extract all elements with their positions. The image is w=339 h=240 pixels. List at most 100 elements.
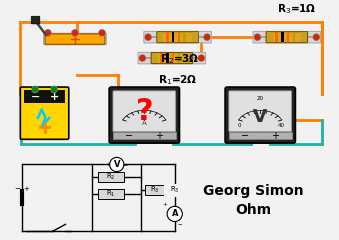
Bar [183, 32, 186, 42]
Bar [287, 32, 289, 42]
FancyBboxPatch shape [109, 87, 179, 143]
Bar [178, 53, 180, 63]
Bar [98, 189, 124, 199]
Circle shape [32, 86, 38, 93]
Bar [172, 32, 174, 42]
Text: R$_2$=3Ω: R$_2$=3Ω [160, 52, 200, 66]
Text: R$_1$: R$_1$ [106, 189, 116, 199]
Circle shape [146, 35, 151, 40]
Text: R$_3$=1Ω: R$_3$=1Ω [277, 2, 317, 16]
Circle shape [205, 35, 210, 40]
Bar [172, 53, 174, 63]
Circle shape [139, 55, 145, 61]
Bar [113, 132, 176, 139]
Bar [158, 32, 163, 42]
Circle shape [314, 35, 319, 40]
Text: +: + [24, 186, 29, 192]
Text: −: − [177, 221, 182, 226]
Text: R$_1$=2Ω: R$_1$=2Ω [158, 73, 197, 87]
FancyBboxPatch shape [266, 32, 307, 43]
Text: +: + [163, 202, 167, 207]
Text: −: − [123, 162, 128, 167]
FancyBboxPatch shape [138, 52, 206, 64]
Circle shape [247, 132, 254, 139]
FancyBboxPatch shape [157, 32, 198, 43]
Text: −: − [241, 131, 249, 140]
Text: A: A [172, 210, 178, 218]
Circle shape [266, 132, 273, 139]
Text: ?: ? [136, 97, 153, 126]
Bar [160, 53, 163, 63]
Bar [178, 32, 180, 42]
Circle shape [248, 133, 253, 138]
Bar [186, 53, 192, 63]
Circle shape [51, 86, 57, 93]
Circle shape [52, 87, 56, 92]
Bar [293, 32, 295, 42]
Circle shape [132, 132, 138, 139]
Text: R$_3$: R$_3$ [170, 185, 180, 195]
Text: R$_2$: R$_2$ [106, 172, 116, 182]
FancyBboxPatch shape [229, 91, 292, 132]
Bar [192, 32, 198, 42]
Text: V: V [114, 160, 120, 169]
Bar [166, 32, 168, 42]
Circle shape [204, 34, 210, 40]
Circle shape [100, 30, 104, 35]
Circle shape [145, 34, 151, 40]
Bar [24, 90, 65, 103]
Circle shape [33, 87, 37, 92]
Bar [281, 32, 283, 42]
Text: +: + [49, 92, 59, 102]
Circle shape [313, 34, 319, 40]
Bar [164, 184, 202, 197]
Circle shape [198, 55, 204, 61]
Text: R$_3$: R$_3$ [150, 185, 160, 195]
FancyBboxPatch shape [151, 53, 193, 64]
Circle shape [167, 206, 182, 222]
Bar [145, 186, 164, 195]
Circle shape [151, 132, 157, 139]
FancyBboxPatch shape [20, 87, 69, 139]
FancyBboxPatch shape [225, 87, 295, 143]
Circle shape [199, 56, 204, 60]
Text: 40: 40 [278, 123, 285, 128]
FancyBboxPatch shape [113, 91, 176, 132]
FancyBboxPatch shape [31, 16, 40, 24]
Text: Georg Simon
Ohm: Georg Simon Ohm [203, 184, 304, 217]
Text: −: − [125, 131, 133, 140]
Bar [276, 32, 278, 42]
Circle shape [99, 30, 105, 36]
Bar [301, 32, 307, 42]
FancyBboxPatch shape [45, 34, 105, 44]
Bar [98, 172, 124, 182]
Circle shape [45, 30, 50, 35]
Bar [267, 32, 273, 42]
Bar [229, 132, 292, 139]
Bar [166, 53, 168, 63]
Circle shape [109, 157, 124, 172]
Text: 20: 20 [257, 96, 264, 101]
Circle shape [254, 34, 261, 40]
Text: +: + [156, 131, 163, 140]
Circle shape [267, 133, 272, 138]
Circle shape [140, 56, 145, 60]
Circle shape [133, 133, 137, 138]
Text: 0: 0 [238, 123, 241, 128]
Circle shape [255, 35, 260, 40]
Text: +: + [272, 131, 279, 140]
Text: R$_3$: R$_3$ [167, 185, 177, 195]
Text: +: + [105, 162, 111, 167]
FancyBboxPatch shape [253, 31, 321, 43]
Bar [152, 53, 158, 63]
FancyBboxPatch shape [44, 33, 106, 45]
Text: −: − [31, 92, 40, 102]
Circle shape [72, 30, 78, 36]
Circle shape [73, 30, 77, 35]
Circle shape [45, 30, 51, 36]
Text: A: A [142, 120, 147, 126]
Circle shape [152, 133, 156, 138]
Text: −: − [14, 186, 20, 192]
Text: V: V [253, 108, 267, 126]
FancyBboxPatch shape [144, 31, 211, 43]
